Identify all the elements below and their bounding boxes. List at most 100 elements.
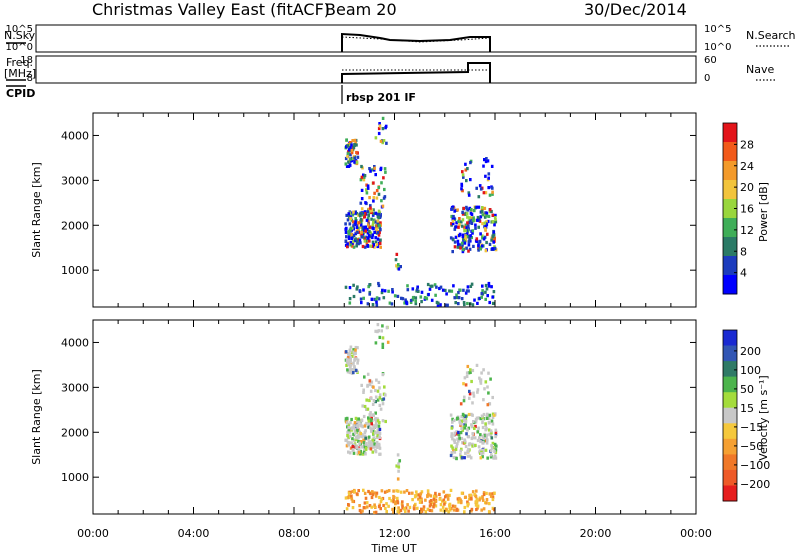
- echo-cell: [350, 417, 353, 422]
- echo-cell: [424, 498, 427, 502]
- echo-cell: [367, 435, 371, 439]
- echo-cell: [495, 444, 498, 448]
- echo-cell: [468, 396, 471, 400]
- echo-cell: [429, 502, 433, 506]
- echo-cell: [483, 215, 487, 219]
- echo-cell: [353, 428, 357, 432]
- echo-cell: [467, 191, 471, 195]
- echo-cell: [425, 297, 429, 301]
- echo-cell: [380, 181, 383, 185]
- echo-cell: [371, 493, 375, 497]
- echo-cell: [490, 209, 493, 214]
- echo-cell: [491, 497, 495, 502]
- echo-cell: [370, 168, 374, 172]
- echo-cell: [366, 407, 370, 411]
- echo-cell: [465, 179, 468, 183]
- echo-cell: [494, 435, 497, 439]
- echo-cell: [467, 289, 470, 293]
- echo-cell: [365, 505, 369, 509]
- echo-cell: [491, 192, 494, 196]
- power-ylabel: Slant Range [km]: [30, 162, 43, 258]
- echo-cell: [347, 148, 351, 152]
- echo-cell: [462, 382, 465, 386]
- echo-cell: [462, 225, 466, 229]
- echo-cell: [377, 216, 380, 220]
- colorbar-swatch: [723, 454, 737, 471]
- echo-cell: [354, 416, 358, 420]
- colorbar-swatch: [723, 485, 737, 502]
- echo-cell: [362, 296, 365, 300]
- echo-cell: [356, 346, 359, 350]
- echo-cell: [381, 139, 384, 143]
- echo-cell: [347, 164, 351, 168]
- echo-cell: [474, 424, 477, 429]
- freq-panel: Freq. [MHz] 18 8 60 0 Nave: [4, 55, 776, 84]
- echo-cell: [467, 435, 471, 439]
- echo-cell: [377, 442, 381, 446]
- echo-cell: [467, 243, 471, 247]
- echo-cell: [347, 495, 351, 500]
- echo-cell: [381, 342, 385, 346]
- echo-cell: [347, 426, 350, 430]
- echo-cell: [450, 222, 453, 226]
- echo-cell: [392, 498, 395, 502]
- echo-cell: [362, 441, 366, 445]
- echo-cell: [461, 210, 464, 214]
- echo-cell: [414, 296, 418, 300]
- colorbar-swatch: [723, 345, 737, 362]
- echo-cell: [374, 329, 377, 333]
- echo-cell: [452, 238, 455, 242]
- echo-cell: [466, 285, 470, 289]
- echo-cell: [450, 444, 453, 448]
- echo-cell: [468, 454, 472, 458]
- echo-cell: [452, 214, 455, 219]
- freq-tick-top: 18: [20, 55, 33, 66]
- echo-cell: [360, 435, 364, 439]
- echo-cell: [370, 217, 373, 221]
- echo-cell: [491, 220, 495, 224]
- echo-cell: [448, 289, 451, 293]
- echo-cell: [355, 426, 358, 431]
- echo-cell: [385, 141, 388, 145]
- echo-cell: [468, 389, 471, 393]
- echo-cell: [362, 438, 365, 442]
- echo-cell: [457, 225, 460, 229]
- colorbar-tick-label: 200: [740, 345, 761, 358]
- echo-cell: [350, 156, 354, 161]
- echo-cell: [360, 383, 363, 387]
- echo-cell: [346, 370, 350, 374]
- echo-cell: [359, 424, 363, 428]
- echo-cell: [473, 426, 476, 430]
- echo-cell: [490, 431, 493, 435]
- echo-cell: [462, 301, 466, 305]
- echo-cell: [381, 127, 385, 131]
- echo-cell: [417, 497, 420, 501]
- echo-cell: [352, 227, 355, 231]
- time-tick-label: 00:00: [77, 527, 109, 540]
- echo-cell: [465, 374, 469, 378]
- echo-cell: [474, 500, 478, 504]
- echo-cell: [459, 453, 462, 457]
- echo-cell: [388, 496, 391, 501]
- echo-cell: [359, 422, 362, 426]
- echo-cell: [488, 432, 491, 436]
- echo-cell: [463, 440, 467, 445]
- echo-cell: [369, 447, 373, 451]
- echo-cell: [368, 383, 372, 387]
- echo-cell: [374, 388, 377, 393]
- echo-cell: [379, 139, 383, 143]
- echo-cell: [481, 206, 484, 210]
- echo-cell: [471, 413, 474, 417]
- echo-cell: [362, 173, 365, 177]
- echo-cell: [378, 446, 382, 450]
- echo-cell: [366, 372, 370, 376]
- echo-cell: [438, 286, 441, 291]
- echo-cell: [396, 499, 399, 503]
- echo-cell: [351, 354, 354, 358]
- echo-cell: [350, 350, 354, 355]
- echo-cell: [465, 414, 468, 418]
- echo-cell: [467, 193, 471, 197]
- echo-cell: [376, 323, 380, 327]
- echo-cell: [350, 143, 353, 147]
- echo-cell: [486, 456, 489, 460]
